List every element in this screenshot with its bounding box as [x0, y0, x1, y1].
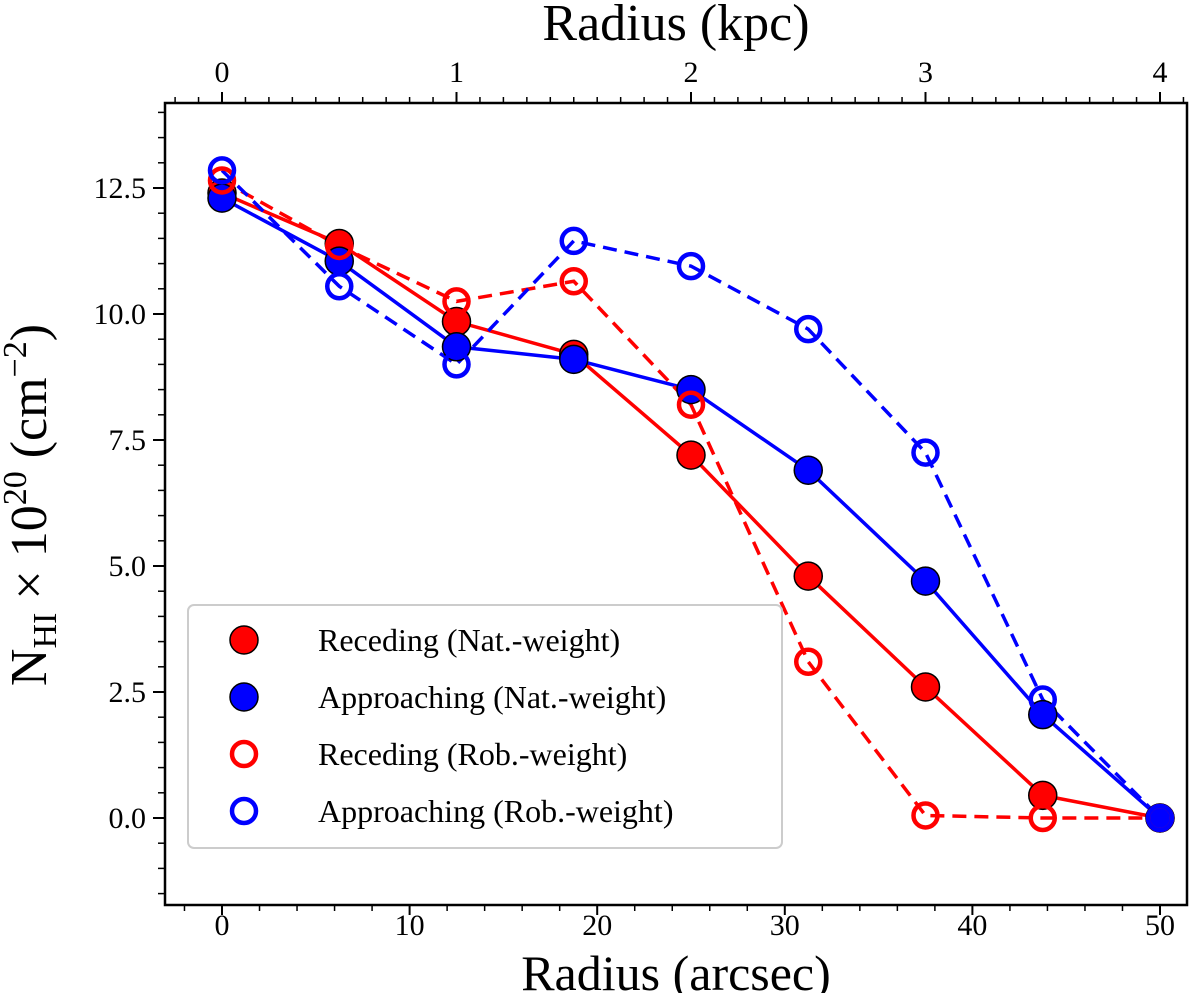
- y-tick-label: 12.5: [94, 172, 147, 205]
- top-x-tick-label: 1: [449, 56, 464, 89]
- data-point: [676, 440, 706, 470]
- data-point: [793, 561, 823, 591]
- legend-marker: [229, 796, 259, 826]
- data-point: [325, 231, 354, 261]
- legend-label: Approaching (Rob.-weight): [318, 793, 673, 829]
- data-point: [1028, 803, 1057, 833]
- legend-label: Approaching (Nat.-weight): [318, 679, 666, 715]
- legend-frame: [187, 604, 783, 849]
- y-tick-label: 2.5: [109, 676, 147, 709]
- y-tick-label: 0.0: [109, 802, 147, 835]
- top-x-tick-label: 4: [1153, 56, 1168, 89]
- top-x-tick-label: 3: [918, 56, 933, 89]
- x-tick-label: 0: [215, 909, 230, 942]
- data-point: [207, 156, 237, 185]
- series-line-3: [220, 169, 1162, 820]
- x-tick-label: 50: [1145, 909, 1175, 942]
- data-point: [325, 272, 354, 301]
- data-point: [559, 344, 589, 375]
- legend-marker: [229, 682, 259, 712]
- legend-label: Receding (Rob.-weight): [318, 736, 627, 772]
- data-point: [794, 314, 823, 344]
- legend-label: Receding (Nat.-weight): [318, 622, 620, 658]
- data-point: [794, 647, 823, 677]
- plot-frame: [163, 101, 1189, 907]
- top-x-axis-label: Radius (kpc): [542, 0, 809, 52]
- y-tick-label: 5.0: [109, 550, 147, 583]
- top-x-tick-label: 2: [684, 56, 699, 89]
- x-tick-label: 30: [770, 909, 800, 942]
- top-x-tick-label: 0: [215, 56, 230, 89]
- data-point: [910, 672, 941, 702]
- x-tick-label: 10: [395, 909, 425, 942]
- series-line-2: [221, 178, 1160, 820]
- data-point: [442, 350, 471, 379]
- x-tick-label: 20: [582, 909, 612, 942]
- data-point: [559, 226, 588, 256]
- y-axis-label: NHI × 1020 (cm−2): [0, 324, 64, 686]
- data-point: [911, 438, 940, 467]
- data-point: [207, 166, 237, 195]
- x-axis-label: Radius (arcsec): [521, 945, 831, 993]
- x-tick-label: 40: [957, 909, 987, 942]
- data-point: [1145, 803, 1175, 833]
- y-tick-label: 10.0: [94, 298, 147, 331]
- data-point: [793, 455, 823, 485]
- data-point: [676, 251, 706, 281]
- y-tick-label: 7.5: [109, 424, 147, 457]
- legend-marker: [229, 625, 259, 655]
- data-point: [911, 801, 940, 830]
- data-point: [1028, 780, 1058, 811]
- data-point: [559, 266, 588, 296]
- legend-marker: [229, 739, 259, 769]
- data-point: [676, 390, 706, 419]
- legend: Receding (Nat.-weight) Approaching (Nat.-…: [187, 604, 783, 849]
- data-point: [442, 287, 471, 316]
- data-point: [1028, 685, 1057, 714]
- data-point: [910, 566, 941, 596]
